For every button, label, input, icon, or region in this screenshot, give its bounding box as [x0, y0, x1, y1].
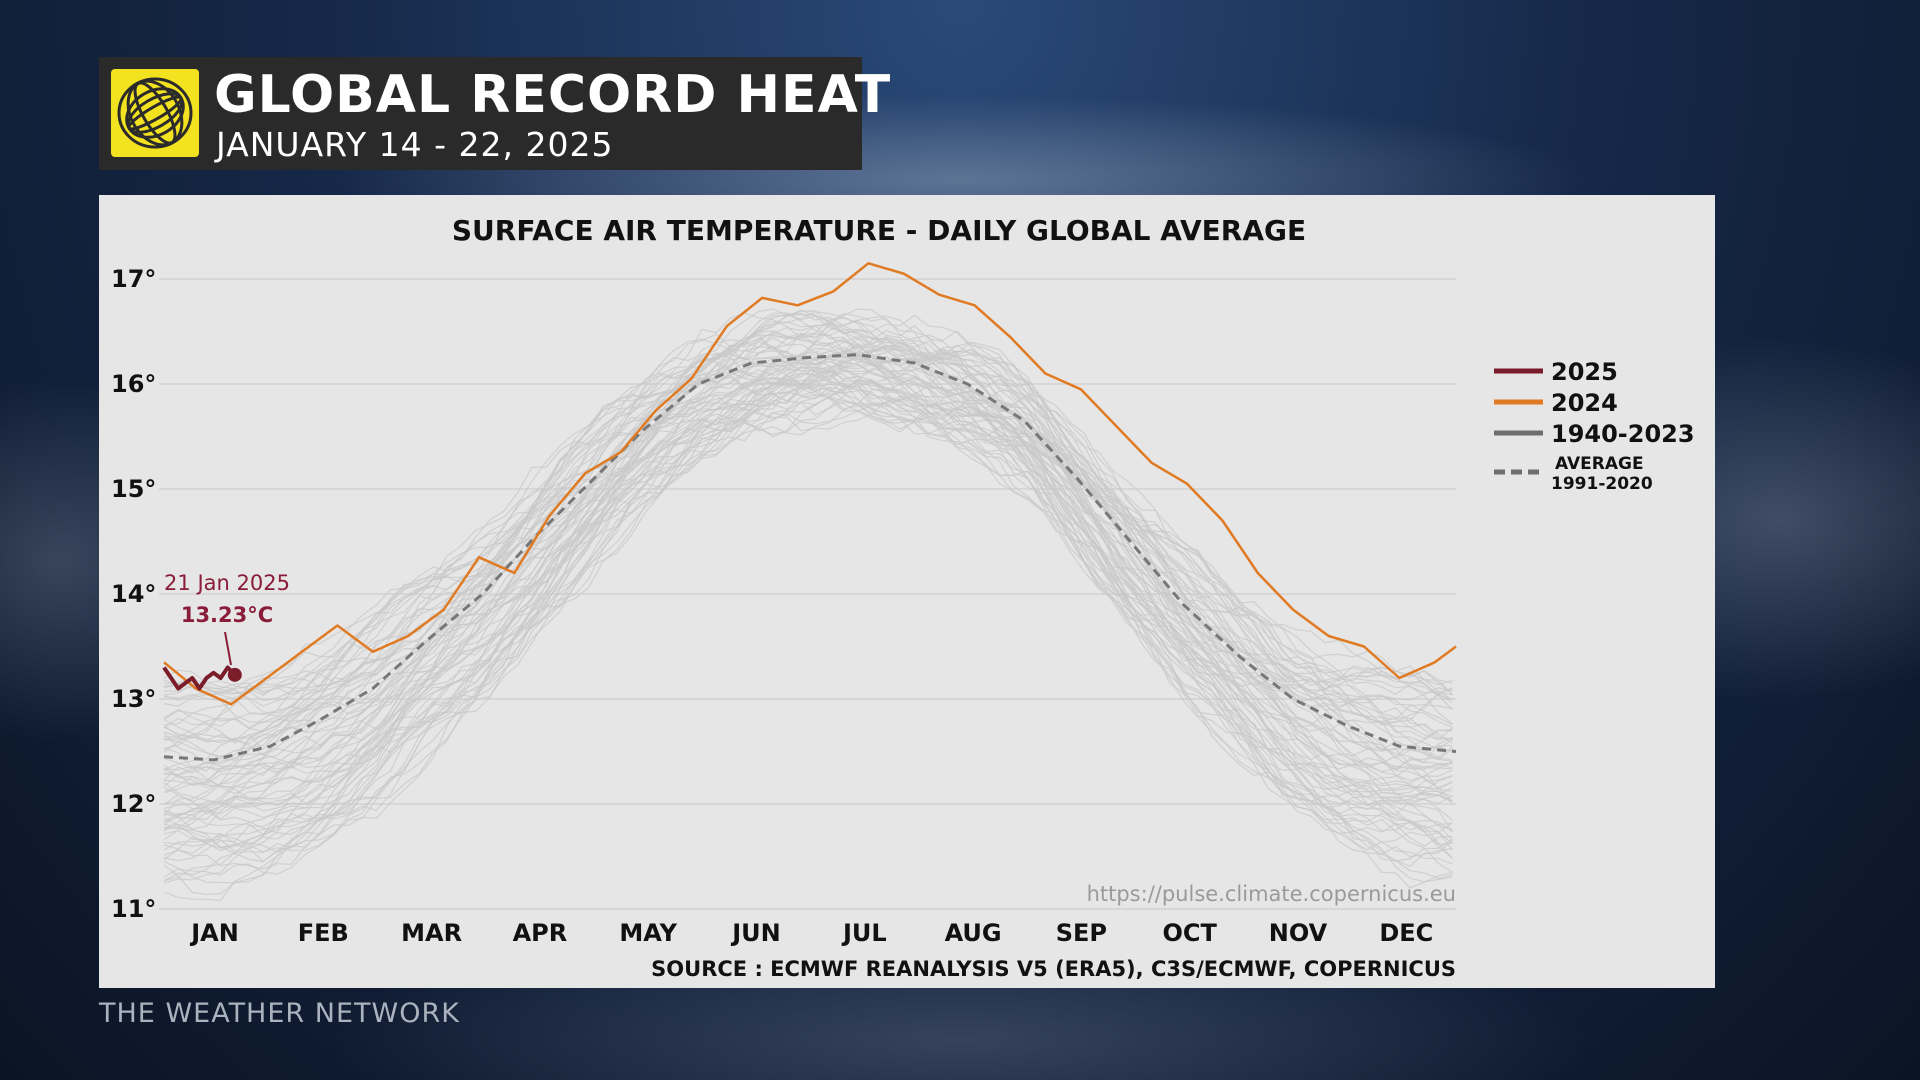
x-tick-label: OCT: [1163, 919, 1218, 947]
series-2025-endpoint: [227, 667, 242, 682]
x-tick-label: SEP: [1056, 919, 1107, 947]
historical-line: [163, 399, 1453, 902]
page-title: GLOBAL RECORD HEAT: [214, 65, 892, 125]
historical-line: [163, 362, 1453, 841]
y-tick-label: 11°: [111, 895, 156, 923]
historical-line: [163, 368, 1453, 805]
historical-line: [163, 395, 1453, 895]
historical-line: [163, 308, 1453, 707]
x-tick-label: AUG: [945, 919, 1002, 947]
historical-line: [163, 312, 1453, 696]
legend-label-2025: 2025: [1551, 358, 1618, 386]
historical-line: [163, 336, 1453, 787]
historical-line: [163, 377, 1453, 849]
historical-line: [163, 338, 1453, 744]
historical-line: [163, 365, 1453, 816]
x-axis-ticks: JAN FEB MAR APR MAY JUN JUL AUG SEP OCT NOV DEC: [189, 919, 1433, 947]
x-tick-label: JUN: [730, 919, 781, 947]
source-url: https://pulse.climate.copernicus.eu: [1087, 882, 1456, 906]
historical-line: [163, 321, 1453, 702]
legend-label-average: AVERAGE: [1555, 454, 1644, 474]
y-tick-label: 13°: [111, 685, 156, 713]
chart-title: SURFACE AIR TEMPERATURE - DAILY GLOBAL A…: [452, 214, 1306, 247]
annotation-leader-line: [224, 631, 232, 666]
historical-line: [163, 331, 1453, 750]
historical-line: [163, 308, 1453, 695]
brand-footer: THE WEATHER NETWORK: [99, 998, 460, 1029]
historical-line: [163, 355, 1453, 830]
y-axis-ticks: 17° 16° 15° 14° 13° 12° 11°: [111, 265, 156, 923]
historical-series-group: [163, 308, 1454, 902]
historical-line: [163, 382, 1453, 850]
series-2025-line: [162, 665, 237, 691]
legend-label-historical: 1940-2023: [1551, 420, 1695, 448]
y-tick-label: 16°: [111, 370, 156, 398]
historical-line: [163, 313, 1453, 750]
x-tick-label: JAN: [189, 919, 239, 947]
historical-line: [163, 330, 1453, 729]
historical-line: [163, 403, 1453, 884]
historical-line: [163, 312, 1453, 696]
page-subtitle: JANUARY 14 - 22, 2025: [216, 125, 614, 164]
x-tick-label: MAY: [619, 919, 677, 947]
chart-panel: SURFACE AIR TEMPERATURE - DAILY GLOBAL A…: [99, 195, 1715, 988]
historical-line: [163, 337, 1453, 761]
historical-line: [163, 344, 1453, 789]
y-tick-label: 14°: [111, 580, 156, 608]
x-tick-label: NOV: [1269, 919, 1328, 947]
chart-svg: SURFACE AIR TEMPERATURE - DAILY GLOBAL A…: [111, 214, 1695, 981]
historical-line: [163, 361, 1453, 823]
x-tick-label: DEC: [1379, 919, 1433, 947]
historical-line: [163, 324, 1453, 743]
average-line: [163, 353, 1457, 762]
x-tick-label: MAR: [401, 919, 462, 947]
annotation-value: 13.23°C: [181, 603, 273, 627]
header-banner: GLOBAL RECORD HEAT JANUARY 14 - 22, 2025: [99, 57, 890, 170]
y-tick-label: 15°: [111, 475, 156, 503]
x-tick-label: JUL: [841, 919, 887, 947]
legend: 2025 2024 1940-2023 AVERAGE 1991-2020: [1494, 358, 1695, 494]
historical-line: [163, 336, 1453, 771]
historical-line: [163, 383, 1453, 851]
x-tick-label: APR: [513, 919, 568, 947]
series-2024-line: [163, 262, 1457, 706]
historical-line: [163, 345, 1453, 809]
series-group: [162, 262, 1457, 762]
historical-line: [163, 354, 1453, 805]
y-tick-label: 17°: [111, 265, 156, 293]
legend-label-2024: 2024: [1551, 389, 1618, 417]
y-tick-label: 12°: [111, 790, 156, 818]
historical-line: [163, 342, 1453, 757]
historical-line: [163, 379, 1453, 847]
historical-line: [163, 361, 1453, 815]
globe-swirl-icon: [111, 69, 199, 157]
historical-line: [163, 382, 1453, 884]
source-credit: SOURCE : ECMWF REANALYSIS V5 (ERA5), C3S…: [651, 957, 1456, 981]
historical-line: [163, 338, 1453, 765]
x-tick-label: FEB: [298, 919, 349, 947]
historical-line: [163, 317, 1453, 726]
historical-line: [163, 375, 1453, 862]
historical-line: [163, 370, 1453, 821]
annotation-date: 21 Jan 2025: [164, 571, 290, 595]
legend-label-average-period: 1991-2020: [1551, 474, 1653, 494]
